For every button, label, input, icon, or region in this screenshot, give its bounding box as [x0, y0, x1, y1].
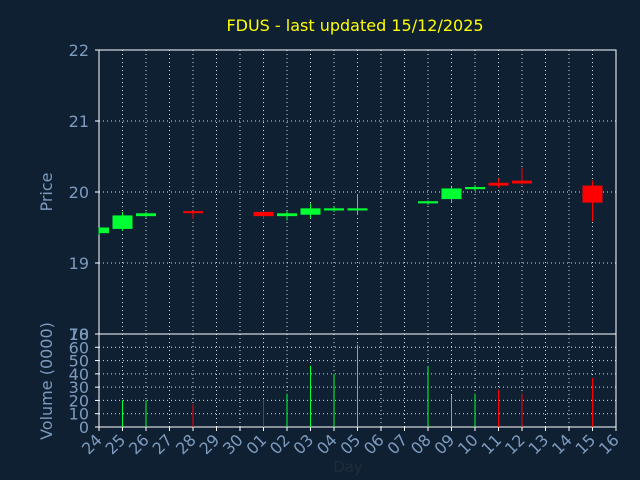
candle-body: [183, 211, 203, 214]
candle-body: [582, 185, 603, 203]
chart-title: FDUS - last updated 15/12/2025: [226, 16, 483, 35]
candle-body: [441, 188, 462, 200]
candle-body: [488, 182, 509, 186]
price-axis-label: Price: [37, 172, 56, 211]
candle-body: [418, 201, 438, 204]
price-y-tick-label: 19: [69, 254, 89, 273]
candle-body: [99, 227, 109, 234]
volume-y-tick-label: 60: [69, 338, 89, 357]
candle-body: [112, 215, 133, 229]
candle-body: [277, 213, 297, 217]
volume-y-tick-label: 10: [69, 405, 89, 424]
price-y-tick-label: 22: [69, 41, 89, 60]
volume-y-tick-label: 30: [69, 378, 89, 397]
price-y-tick-label: 20: [69, 183, 89, 202]
price-plot-frame: [98, 49, 617, 335]
volume-y-tick-label: 40: [69, 365, 89, 384]
volume-y-tick-label: 50: [69, 352, 89, 371]
candle-body: [253, 211, 274, 217]
volume-axis-label: Volume (0000): [37, 322, 56, 440]
candle-body: [347, 208, 368, 211]
candle-body: [136, 213, 156, 217]
candle-body: [300, 208, 321, 215]
candle-body: [324, 208, 344, 211]
candle-body: [512, 180, 532, 184]
candle-body: [465, 187, 485, 190]
price-y-tick-label: 21: [69, 112, 89, 131]
volume-y-tick-label: 20: [69, 391, 89, 410]
price-y-tick-label: 18: [69, 325, 89, 344]
volume-y-tick-label: 0: [79, 418, 89, 437]
volume-y-tick-label: 70: [69, 325, 89, 344]
x-tick-label: 16: [595, 430, 623, 458]
x-axis-label: Day: [333, 458, 363, 476]
